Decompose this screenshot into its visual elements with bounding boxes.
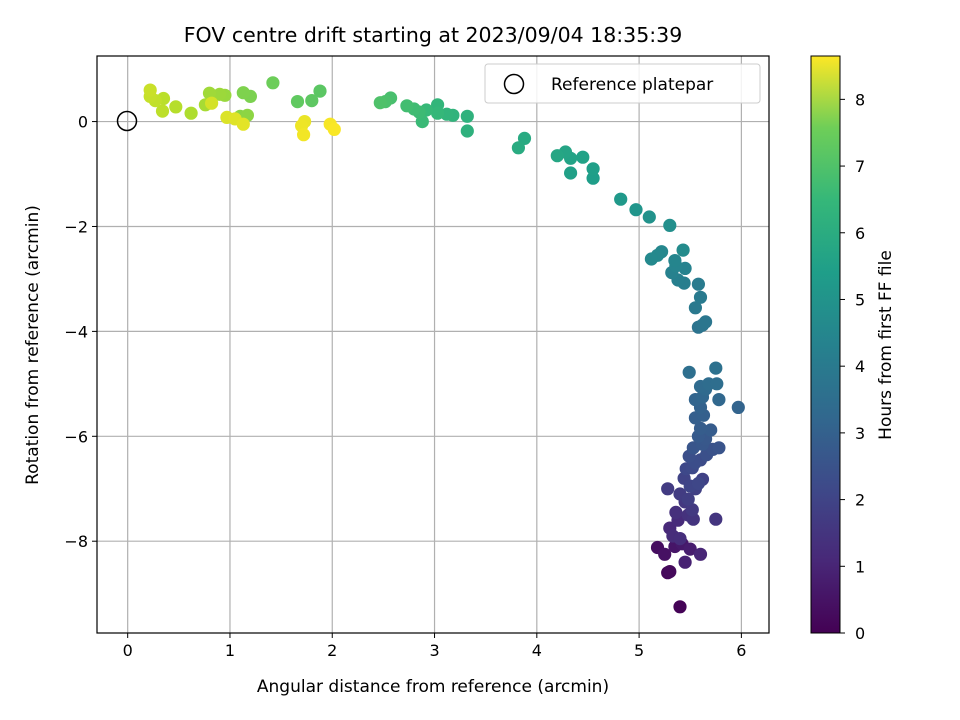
axis-ticks: 0 1 2 3 4 5 6 0 −2 −4 −6 −8 bbox=[64, 113, 746, 660]
data-point bbox=[297, 128, 311, 142]
data-point bbox=[691, 277, 706, 291]
data-point bbox=[709, 361, 723, 375]
data-point bbox=[673, 532, 687, 546]
y-tick-label: −4 bbox=[64, 322, 88, 341]
colorbar-tick-label: 4 bbox=[855, 357, 865, 376]
data-point bbox=[686, 512, 700, 526]
data-points bbox=[143, 76, 745, 614]
data-point bbox=[731, 400, 745, 414]
data-point bbox=[688, 301, 703, 315]
x-tick-label: 3 bbox=[429, 641, 439, 660]
data-point bbox=[373, 96, 387, 110]
colorbar-tick-label: 2 bbox=[855, 491, 865, 510]
legend-marker bbox=[503, 73, 525, 95]
data-point bbox=[691, 476, 706, 491]
data-point bbox=[460, 109, 474, 123]
legend-box bbox=[484, 63, 761, 104]
colorbar-tick-label: 8 bbox=[855, 90, 865, 109]
data-point bbox=[290, 95, 305, 109]
data-point bbox=[661, 482, 675, 496]
data-point bbox=[313, 84, 327, 98]
data-point bbox=[642, 210, 656, 224]
data-point bbox=[710, 377, 724, 391]
x-tick-label: 4 bbox=[532, 641, 542, 660]
data-point bbox=[400, 99, 414, 113]
colorbar-tick-label: 3 bbox=[855, 424, 865, 443]
colorbar-label: Hours from first FF file bbox=[876, 250, 896, 440]
data-point bbox=[663, 565, 677, 579]
data-point bbox=[663, 218, 677, 232]
data-point bbox=[693, 421, 708, 435]
data-point bbox=[517, 131, 532, 145]
data-point bbox=[709, 512, 723, 526]
data-point bbox=[305, 94, 319, 108]
data-point bbox=[673, 600, 687, 614]
data-point bbox=[681, 492, 695, 506]
data-point bbox=[236, 86, 250, 100]
data-point bbox=[678, 555, 692, 569]
y-tick-label: −6 bbox=[64, 427, 88, 446]
data-point bbox=[614, 192, 628, 206]
colorbar-tick-label: 7 bbox=[855, 157, 865, 176]
colorbar: 0 1 2 3 4 5 6 7 8 Hours from first FF file bbox=[810, 55, 896, 643]
data-point bbox=[629, 203, 643, 217]
data-point bbox=[143, 83, 157, 97]
data-point bbox=[712, 393, 726, 407]
data-point bbox=[564, 166, 578, 180]
colorbar-tick-label: 1 bbox=[855, 557, 865, 576]
data-point bbox=[460, 124, 474, 138]
plot-frame bbox=[96, 55, 770, 634]
x-tick-label: 6 bbox=[736, 641, 746, 660]
data-point bbox=[676, 243, 690, 257]
data-point bbox=[699, 315, 713, 329]
data-point bbox=[550, 149, 564, 163]
data-point bbox=[658, 547, 672, 561]
data-point bbox=[236, 117, 250, 131]
y-tick-label: −2 bbox=[64, 217, 88, 236]
data-point bbox=[693, 547, 708, 561]
x-tick-label: 0 bbox=[123, 641, 133, 660]
x-tick-label: 2 bbox=[327, 641, 337, 660]
x-tick-label: 5 bbox=[634, 641, 644, 660]
data-point bbox=[155, 104, 170, 118]
data-point bbox=[205, 96, 219, 110]
y-tick-label: −8 bbox=[64, 532, 88, 551]
data-point bbox=[586, 162, 600, 176]
data-point bbox=[431, 106, 445, 120]
data-point bbox=[511, 141, 525, 155]
data-point bbox=[685, 503, 699, 517]
data-point bbox=[184, 106, 198, 120]
data-point bbox=[169, 100, 183, 114]
data-point bbox=[712, 441, 726, 455]
colorbar-tick-label: 0 bbox=[855, 624, 865, 643]
data-point bbox=[202, 86, 217, 100]
chart-title: FOV centre drift starting at 2023/09/04 … bbox=[184, 23, 683, 47]
data-point bbox=[327, 122, 341, 136]
reference-marker bbox=[116, 110, 138, 132]
colorbar-gradient bbox=[810, 55, 841, 634]
legend-label: Reference platepar bbox=[551, 75, 713, 95]
data-point bbox=[644, 252, 659, 266]
x-tick-label: 1 bbox=[225, 641, 235, 660]
data-point bbox=[576, 150, 590, 164]
data-point bbox=[682, 365, 696, 379]
legend: Reference platepar bbox=[484, 63, 761, 104]
data-point bbox=[683, 542, 697, 556]
grid bbox=[97, 56, 769, 633]
y-tick-label: 0 bbox=[78, 113, 88, 132]
colorbar-tick-label: 5 bbox=[855, 290, 865, 309]
data-point bbox=[693, 290, 708, 304]
colorbar-tick-label: 6 bbox=[855, 224, 865, 243]
data-point bbox=[669, 505, 683, 519]
colorbar-ticks: 0 1 2 3 4 5 6 7 8 bbox=[840, 90, 865, 643]
data-point bbox=[704, 423, 718, 437]
x-axis-label: Angular distance from reference (arcmin) bbox=[257, 677, 609, 697]
data-point bbox=[586, 171, 600, 185]
data-point bbox=[668, 254, 682, 268]
data-point bbox=[266, 76, 280, 90]
data-point bbox=[213, 87, 227, 101]
y-axis-label: Rotation from reference (arcmin) bbox=[23, 205, 43, 485]
